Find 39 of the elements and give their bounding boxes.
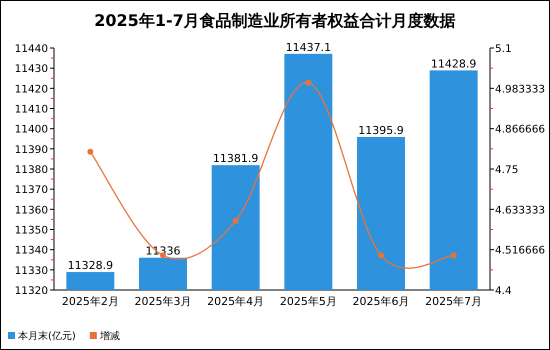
data-label: 11437.1 xyxy=(286,40,332,54)
y-tick-label: 11370 xyxy=(14,184,48,196)
y-tick-label: 11330 xyxy=(14,264,48,277)
x-tick-label: 2025年7月 xyxy=(425,295,482,308)
y-tick-label: 11430 xyxy=(14,63,48,76)
data-label: 11428.9 xyxy=(430,57,476,70)
data-label: 11381.9 xyxy=(212,152,258,166)
y2-tick-label: 5.1 xyxy=(495,43,512,55)
y-tick-label: 11380 xyxy=(14,164,48,176)
y-tick-label: 11320 xyxy=(14,285,48,297)
y2-tick-label: 4.4 xyxy=(495,285,512,297)
y2-tick-label: 4.75 xyxy=(495,164,518,176)
y-tick-label: 11400 xyxy=(14,124,48,136)
x-tick-label: 2025年6月 xyxy=(352,295,410,308)
y2-tick-label: 4.983333 xyxy=(495,83,546,96)
y-tick-label: 11420 xyxy=(14,83,48,96)
data-label: 11395.9 xyxy=(358,124,404,137)
y-tick-label: 11360 xyxy=(14,204,48,216)
y-tick-label: 11440 xyxy=(14,43,48,55)
y-tick-label: 11390 xyxy=(14,144,48,156)
chart-title: 2025年1-7月食品制造业所有者权益合计月度数据 xyxy=(94,11,456,30)
y-tick-label: 11410 xyxy=(14,104,48,116)
x-tick-label: 2025年5月 xyxy=(280,295,337,308)
y-tick-label: 11350 xyxy=(14,224,48,236)
y2-tick-label: 4.516666 xyxy=(495,244,546,257)
x-tick-label: 2025年4月 xyxy=(207,295,264,308)
legend-label: 增减 xyxy=(98,330,120,342)
point xyxy=(378,252,384,258)
point xyxy=(305,80,312,86)
point xyxy=(450,252,457,258)
y2-tick-label: 4.633333 xyxy=(495,204,546,216)
y2-tick-label: 4.866666 xyxy=(495,124,546,136)
x-tick-label: 2025年3月 xyxy=(134,295,192,308)
data-label: 11328.9 xyxy=(68,259,114,272)
x-tick-label: 2025年2月 xyxy=(62,295,119,308)
point xyxy=(87,148,94,155)
legend-label: 本月末(亿元) xyxy=(18,330,76,342)
y-tick-label: 11340 xyxy=(14,244,48,257)
point xyxy=(232,218,239,224)
